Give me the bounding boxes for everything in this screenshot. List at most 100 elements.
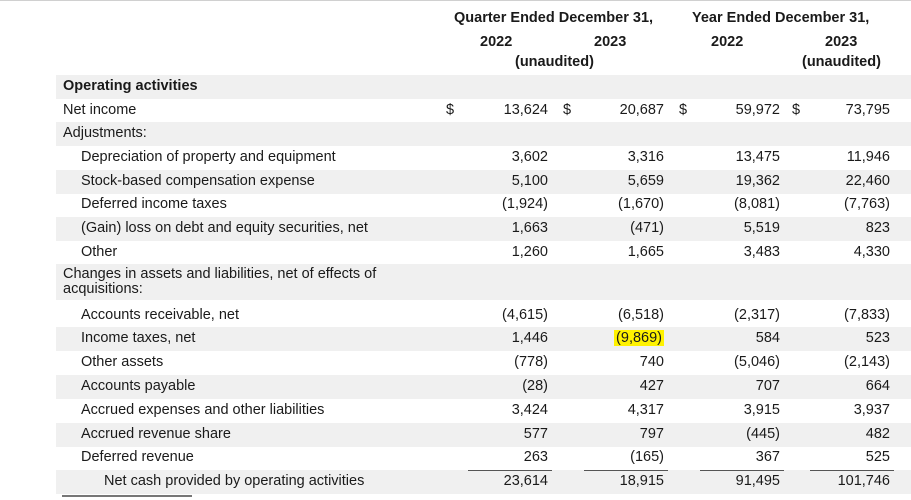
- row-label: Net cash provided by operating activitie…: [104, 473, 365, 489]
- value-cell: 3,316: [627, 149, 664, 165]
- value-cell: 18,915: [619, 473, 664, 489]
- row-label: Accounts payable: [81, 378, 196, 394]
- year-unaudited-note: (unaudited): [802, 54, 881, 70]
- row-label: Deferred income taxes: [81, 196, 227, 212]
- table-row: Changes in assets and liabilities, net o…: [56, 264, 911, 300]
- value-cell: 664: [865, 378, 890, 394]
- value-cell: 23,614: [503, 473, 548, 489]
- value-cell: 4,317: [627, 402, 664, 418]
- total-rule: [468, 470, 552, 471]
- value-cell: (8,081): [734, 196, 780, 212]
- value-cell: 797: [639, 426, 664, 442]
- year-2022-header: 2022: [711, 34, 744, 50]
- value-cell: 525: [865, 449, 890, 465]
- row-label: Other assets: [81, 354, 164, 370]
- quarter-2022-header: 2022: [480, 34, 513, 50]
- value-cell: (1,670): [618, 196, 664, 212]
- currency-symbol: $: [446, 102, 455, 118]
- table-row: Adjustments:: [56, 122, 911, 146]
- table-row: Accounts payable (28) 427 707 664: [56, 375, 911, 399]
- row-label: Deferred revenue: [81, 449, 194, 465]
- value-cell: 3,483: [743, 244, 780, 260]
- row-label: Operating activities: [63, 78, 198, 94]
- currency-symbol: $: [792, 102, 801, 118]
- row-label: Accrued expenses and other liabilities: [81, 402, 325, 418]
- value-cell: 3,424: [511, 402, 548, 418]
- table-row: (Gain) loss on debt and equity securitie…: [56, 217, 911, 241]
- value-cell: (9,869): [614, 330, 664, 346]
- quarter-unaudited-note: (unaudited): [515, 54, 594, 70]
- table-row: Depreciation of property and equipment 3,…: [56, 146, 911, 170]
- row-label: (Gain) loss on debt and equity securitie…: [81, 220, 368, 236]
- value-cell: (2,317): [734, 307, 780, 323]
- value-cell: 20,687: [619, 102, 664, 118]
- value-cell: (5,046): [734, 354, 780, 370]
- value-cell: 13,624: [503, 102, 548, 118]
- currency-symbol: $: [679, 102, 688, 118]
- year-ended-header: Year Ended December 31,: [692, 10, 870, 26]
- table-row: Net income 13,624 $20,687 $59,972 $73,795 $: [56, 99, 911, 123]
- value-cell: (4,615): [502, 307, 548, 323]
- row-label: Accounts receivable, net: [81, 307, 239, 323]
- quarter-2023-header: 2023: [594, 34, 627, 50]
- table-row: Other 1,260 1,665 3,483 4,330: [56, 241, 911, 265]
- value-cell: 3,602: [511, 149, 548, 165]
- value-cell: 740: [639, 354, 664, 370]
- value-cell: 1,665: [627, 244, 664, 260]
- top-border: [0, 0, 911, 1]
- value-cell: 11,946: [846, 149, 890, 165]
- value-cell: 367: [755, 449, 780, 465]
- table-row: Other assets (778) 740 (5,046) (2,143): [56, 351, 911, 375]
- value-cell: 5,659: [627, 173, 664, 189]
- value-cell: (28): [522, 378, 548, 394]
- currency-symbol: $: [563, 102, 572, 118]
- value-cell: 4,330: [853, 244, 890, 260]
- value-cell: 1,663: [511, 220, 548, 236]
- row-label: Stock-based compensation expense: [81, 173, 315, 189]
- total-rule: [810, 470, 894, 471]
- value-cell: 823: [865, 220, 890, 236]
- table-row: Deferred income taxes (1,924) (1,670) (8,08…: [56, 193, 911, 217]
- total-rule: [700, 470, 784, 471]
- table-row: Deferred revenue 263 (165) 367 525: [56, 446, 911, 470]
- value-cell: 263: [523, 449, 548, 465]
- highlighted-value: (9,869): [614, 330, 664, 346]
- quarter-ended-header: Quarter Ended December 31,: [454, 10, 654, 26]
- value-cell: 5,100: [511, 173, 548, 189]
- value-cell: 3,937: [853, 402, 890, 418]
- row-label: Income taxes, net: [81, 330, 196, 346]
- total-rule: [584, 470, 668, 471]
- row-label: Other: [81, 244, 118, 260]
- value-cell: 523: [865, 330, 890, 346]
- value-cell: (7,833): [844, 307, 890, 323]
- value-cell: (6,518): [618, 307, 664, 323]
- row-label: Accrued revenue share: [81, 426, 231, 442]
- value-cell: 19,362: [735, 173, 780, 189]
- value-cell: (1,924): [502, 196, 548, 212]
- table-row: Accounts receivable, net (4,615) (6,518) (2…: [56, 304, 911, 328]
- value-cell: (2,143): [844, 354, 890, 370]
- value-cell: 3,915: [743, 402, 780, 418]
- next-section-cutoff: [62, 495, 192, 497]
- value-cell: (471): [630, 220, 664, 236]
- year-2023-header: 2023: [825, 34, 858, 50]
- value-cell: 22,460: [845, 173, 890, 189]
- table-row: Operating activities: [56, 75, 911, 99]
- value-cell: 59,972: [735, 102, 780, 118]
- value-cell: 73,795: [845, 102, 890, 118]
- value-cell: (445): [746, 426, 780, 442]
- value-cell: 707: [755, 378, 780, 394]
- table-row: Net cash provided by operating activitie…: [56, 470, 911, 494]
- value-cell: 1,446: [511, 330, 548, 346]
- value-cell: 5,519: [743, 220, 780, 236]
- value-cell: 482: [865, 426, 890, 442]
- value-cell: 577: [523, 426, 548, 442]
- value-cell: 427: [639, 378, 664, 394]
- value-cell: 584: [755, 330, 780, 346]
- value-cell: (778): [514, 354, 548, 370]
- table-row: Stock-based compensation expense 5,100 5,6…: [56, 170, 911, 194]
- value-cell: (7,763): [844, 196, 890, 212]
- value-cell: 91,495: [735, 473, 780, 489]
- row-label: Net income: [63, 102, 137, 118]
- row-label: Adjustments:: [63, 125, 147, 141]
